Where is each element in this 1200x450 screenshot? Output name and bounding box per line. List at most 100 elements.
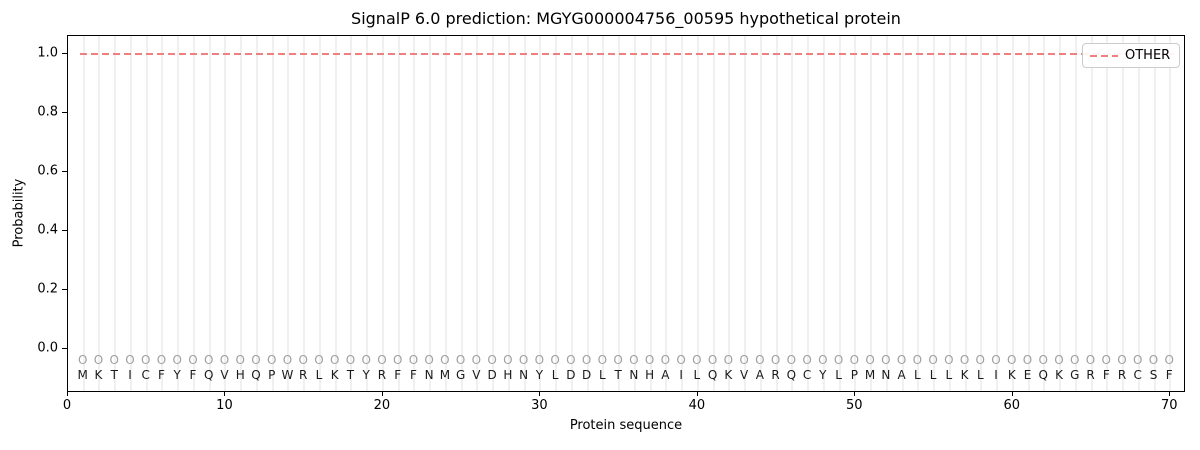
gridline	[854, 36, 857, 391]
sequence-letter: D	[566, 368, 576, 382]
gridline	[665, 36, 668, 391]
gridline	[696, 36, 699, 391]
gridline	[98, 36, 101, 391]
position-marker: O	[692, 353, 702, 367]
gridline	[1169, 36, 1172, 391]
position-marker: O	[975, 353, 986, 367]
gridline	[192, 36, 195, 391]
sequence-letter: F	[1165, 368, 1173, 382]
gridline	[1043, 36, 1046, 391]
gridline	[381, 36, 384, 391]
position-marker: O	[1101, 353, 1111, 367]
sequence-letter: T	[346, 368, 355, 382]
gridline	[807, 36, 810, 391]
sequence-letter: H	[503, 368, 513, 382]
position-marker: O	[251, 353, 261, 367]
position-marker: O	[660, 353, 671, 367]
plot-area	[67, 35, 1185, 392]
sequence-letter: F	[409, 368, 417, 382]
position-marker: O	[1117, 353, 1127, 367]
position-marker: O	[865, 353, 875, 367]
sequence-letter: A	[755, 368, 764, 382]
position-marker: O	[644, 353, 655, 367]
gridline	[917, 36, 920, 391]
gridline	[586, 36, 589, 391]
gridline	[712, 36, 715, 391]
position-marker: O	[613, 353, 623, 367]
legend-entry-label: OTHER	[1125, 48, 1171, 63]
position-marker: O	[282, 353, 293, 367]
gridline	[444, 36, 447, 391]
position-marker: O	[471, 353, 482, 367]
sequence-letter: V	[220, 368, 229, 382]
gridline	[114, 36, 117, 391]
sequence-letter: L	[315, 368, 323, 382]
x-tick-label: 0	[62, 398, 72, 413]
sequence-letter: K	[1007, 368, 1016, 382]
x-tick-mark	[854, 392, 856, 396]
position-marker: O	[566, 353, 576, 367]
sequence-letter: Y	[819, 368, 827, 382]
gridline	[350, 36, 353, 391]
gridline	[303, 36, 306, 391]
y-tick-label: 0.4	[37, 222, 58, 238]
position-marker: O	[1022, 353, 1033, 367]
chart-title: SignalP 6.0 prediction: MGYG000004756_00…	[351, 9, 901, 28]
gridline	[318, 36, 321, 391]
gridline	[980, 36, 983, 391]
sequence-letter: F	[189, 368, 197, 382]
sequence-letter: R	[1117, 368, 1127, 382]
gridline	[287, 36, 290, 391]
gridline	[492, 36, 495, 391]
position-marker: O	[597, 353, 608, 367]
sequence-letter: K	[1055, 368, 1063, 382]
position-marker: O	[455, 353, 466, 367]
sequence-letter: Y	[535, 368, 544, 382]
gridline	[1106, 36, 1109, 391]
y-axis-label: Probability	[11, 178, 27, 248]
y-tick-mark	[62, 171, 67, 172]
gridline	[1090, 36, 1093, 391]
position-marker: O	[1038, 353, 1049, 367]
sequence-letter: F	[158, 368, 165, 382]
gridline	[397, 36, 400, 391]
gridline	[838, 36, 841, 391]
y-tick-label: 0.8	[37, 104, 58, 120]
sequence-letter: M	[439, 368, 451, 382]
sequence-letter: C	[802, 368, 812, 382]
position-marker: O	[755, 353, 765, 367]
position-marker: O	[739, 353, 749, 367]
sequence-letter: E	[1023, 368, 1032, 382]
sequence-letter: S	[1149, 368, 1158, 382]
y-tick-label: 1.0	[37, 45, 58, 61]
gridline	[602, 36, 605, 391]
x-tick-mark	[67, 392, 68, 396]
sequence-letter: H	[645, 368, 655, 382]
sequence-letter: T	[110, 368, 118, 382]
position-marker: O	[802, 353, 812, 367]
gridline	[539, 36, 542, 391]
sequence-letter: A	[661, 368, 670, 382]
gridline	[476, 36, 479, 391]
gridline	[901, 36, 904, 391]
gridline	[555, 36, 558, 391]
position-marker: O	[203, 353, 214, 367]
gridline	[791, 36, 794, 391]
position-marker: O	[78, 353, 88, 367]
position-marker: O	[991, 353, 1001, 367]
sequence-letter: L	[693, 368, 701, 382]
sequence-letter: Q	[203, 368, 214, 382]
position-marker: O	[314, 353, 324, 367]
sequence-letter: M	[864, 368, 876, 382]
gridline	[948, 36, 951, 391]
sequence-letter: K	[330, 368, 339, 382]
position-marker: O	[707, 353, 718, 367]
position-marker: O	[298, 353, 308, 367]
position-marker: O	[849, 353, 860, 367]
x-tick-label: 50	[846, 398, 863, 413]
sequence-letter: C	[141, 368, 150, 382]
gridline	[240, 36, 243, 391]
x-tick-mark	[539, 392, 541, 396]
y-tick-mark	[62, 230, 67, 231]
